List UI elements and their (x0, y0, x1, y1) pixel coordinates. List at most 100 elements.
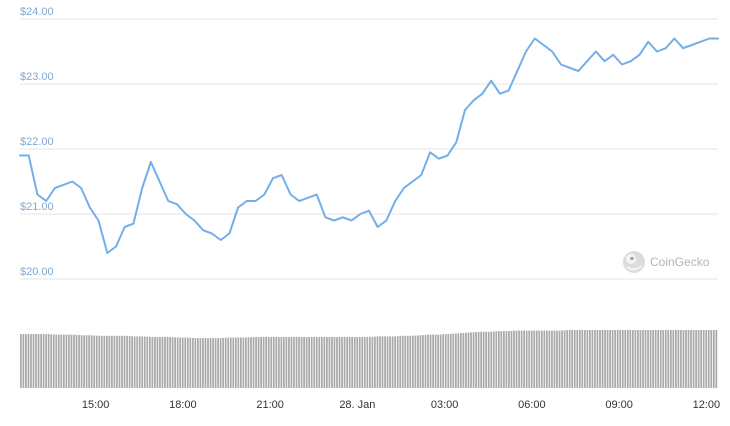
volume-bar (298, 336, 300, 388)
volume-bar (47, 334, 50, 388)
volume-bar (626, 330, 629, 388)
volume-bar (654, 330, 657, 388)
volume-bar (515, 330, 518, 388)
volume-bar (389, 336, 391, 388)
volume-bar (601, 330, 604, 388)
volume-bar (563, 330, 566, 388)
volume-bar (578, 330, 581, 388)
volume-bar (573, 330, 576, 388)
volume-bar (280, 336, 283, 388)
volume-bar (492, 331, 495, 388)
volume-bar (566, 330, 568, 388)
volume-bar (637, 330, 639, 388)
volume-bar (513, 330, 515, 388)
volume-bar (247, 337, 250, 388)
volume-bar (240, 337, 242, 388)
volume-bar (328, 336, 331, 388)
y-tick-label: $20.00 (20, 266, 54, 278)
volume-bar (621, 330, 624, 388)
volume-bar (356, 336, 359, 388)
volume-bar (232, 337, 235, 388)
volume-bar (411, 335, 414, 388)
volume-bar (548, 330, 551, 388)
volume-bar (611, 330, 614, 388)
volume-bar (586, 330, 589, 388)
volume-bar (189, 337, 192, 388)
volume-bar (715, 330, 718, 388)
volume-bar (429, 334, 432, 388)
volume-bar (283, 336, 285, 388)
volume-bar (209, 338, 212, 388)
volume-bar (561, 330, 563, 388)
volume-bar (343, 336, 346, 388)
volume-bar (538, 330, 541, 388)
volume-bar (525, 330, 528, 388)
volume-bar (126, 335, 128, 388)
volume-bar (444, 334, 447, 388)
volume-bar (366, 336, 369, 388)
volume-bar (619, 330, 622, 388)
volume-bar (682, 330, 685, 388)
volume-bar (277, 336, 280, 388)
volume-bar (712, 330, 715, 388)
volume-bar (422, 335, 424, 388)
volume-bar (528, 330, 531, 388)
price-line-layer (19, 37, 719, 254)
volume-bar (275, 336, 278, 388)
volume-bar (396, 336, 399, 388)
volume-bar (518, 330, 520, 388)
x-tick-label: 06:00 (518, 399, 546, 411)
gecko-logo-icon (623, 251, 645, 273)
volume-bar (647, 330, 649, 388)
volume-bar (245, 337, 247, 388)
volume-bar (604, 330, 606, 388)
volume-bar (599, 330, 601, 388)
volume-bar (551, 330, 553, 388)
y-tick-label: $24.00 (20, 6, 54, 18)
volume-bar (381, 336, 384, 388)
volume-bar (642, 330, 644, 388)
volume-bar (669, 330, 672, 388)
volume-bar (179, 337, 182, 388)
volume-bar (202, 338, 204, 388)
volume-bar (176, 337, 179, 388)
volume-bar (148, 336, 151, 388)
volume-bar (103, 335, 106, 388)
volume-bar (98, 335, 101, 388)
volume-bar (331, 336, 333, 388)
volume-bar (68, 334, 70, 388)
volume-bar (472, 332, 475, 388)
volume-bar (166, 336, 169, 388)
volume-bar (687, 330, 690, 388)
volume-bar (32, 334, 35, 388)
volume-bar (303, 336, 305, 388)
volume-bar (540, 330, 543, 388)
volume-bar (606, 330, 609, 388)
volume-bar (75, 334, 78, 388)
volume-bar (60, 334, 63, 388)
volume-bar (454, 333, 457, 388)
volume-bar (467, 332, 470, 388)
volume-bar (70, 334, 73, 388)
y-tick-label: $23.00 (20, 71, 54, 83)
volume-bar (675, 330, 677, 388)
volume-bar (596, 330, 599, 388)
volume-bar (465, 332, 467, 388)
volume-bar (27, 334, 30, 388)
volume-bar (685, 330, 687, 388)
volume-bar (533, 330, 536, 388)
volume-bar (624, 330, 627, 388)
volume-bar (323, 336, 326, 388)
volume-bar (652, 330, 654, 388)
volume-bar (629, 330, 632, 388)
volume-bar (341, 336, 343, 388)
volume-bar (229, 337, 232, 388)
x-axis-ticks: 15:00 18:00 21:00 28. Jan 03:00 06:00 09:00 12:… (82, 399, 720, 411)
volume-bar (449, 333, 452, 388)
volume-bar (707, 330, 710, 388)
volume-bar (680, 330, 682, 388)
volume-bar (191, 337, 194, 388)
volume-bar (326, 336, 328, 388)
volume-bar (632, 330, 634, 388)
volume-bar (485, 331, 488, 388)
